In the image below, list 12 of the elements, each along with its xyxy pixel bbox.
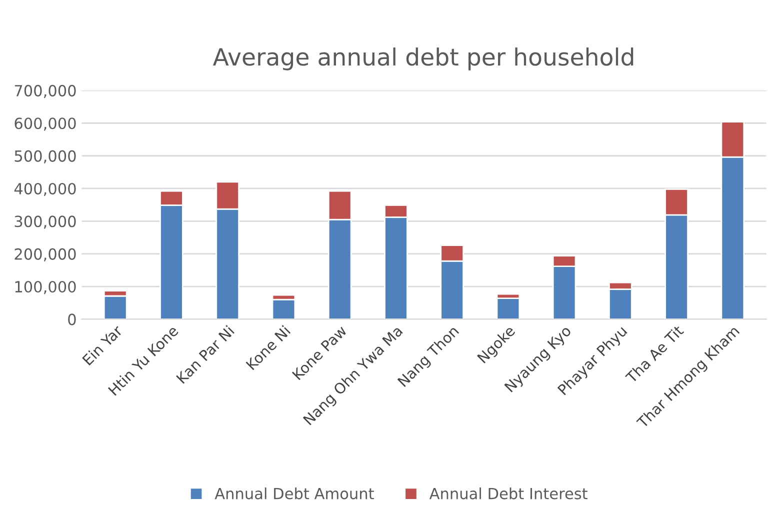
x-tick-label: Ein Yar bbox=[82, 324, 124, 366]
legend-label: Annual Debt Amount bbox=[214, 488, 374, 500]
y-tick-label: 700,000 bbox=[14, 84, 76, 98]
y-tick-label: 400,000 bbox=[14, 182, 76, 196]
y-tick-label: 100,000 bbox=[15, 280, 76, 294]
y-tick-label: 300,000 bbox=[14, 216, 76, 229]
y-tick-label: 600,000 bbox=[14, 118, 76, 131]
chart-title: Average annual debt per household bbox=[212, 48, 634, 70]
y-tick-label: 500,000 bbox=[14, 150, 76, 164]
y-tick-label: 0 bbox=[68, 314, 76, 326]
legend-label: Annual Debt Interest bbox=[429, 488, 588, 500]
y-tick-label: 200,000 bbox=[14, 248, 76, 262]
